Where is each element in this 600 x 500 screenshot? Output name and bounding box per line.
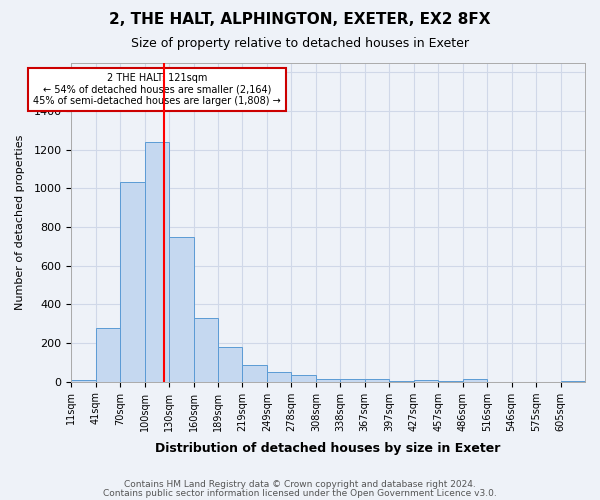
Bar (438, 380, 463, 382)
Bar (267, 372, 292, 382)
Bar (71, 380, 95, 382)
Bar (242, 365, 267, 382)
Text: 2 THE HALT: 121sqm
← 54% of detached houses are smaller (2,164)
45% of semi-deta: 2 THE HALT: 121sqm ← 54% of detached hou… (33, 73, 281, 106)
Bar (316, 379, 340, 382)
Bar (389, 380, 414, 382)
Text: Contains HM Land Registry data © Crown copyright and database right 2024.: Contains HM Land Registry data © Crown c… (124, 480, 476, 489)
Bar (169, 236, 194, 382)
Text: Size of property relative to detached houses in Exeter: Size of property relative to detached ho… (131, 38, 469, 51)
Bar (194, 318, 218, 382)
Bar (218, 347, 242, 382)
Bar (365, 379, 389, 382)
X-axis label: Distribution of detached houses by size in Exeter: Distribution of detached houses by size … (155, 442, 501, 455)
Text: Contains public sector information licensed under the Open Government Licence v3: Contains public sector information licen… (103, 488, 497, 498)
Text: 2, THE HALT, ALPHINGTON, EXETER, EX2 8FX: 2, THE HALT, ALPHINGTON, EXETER, EX2 8FX (109, 12, 491, 28)
Bar (414, 380, 438, 382)
Bar (560, 381, 585, 382)
Bar (120, 182, 145, 382)
Bar (340, 379, 365, 382)
Bar (95, 328, 120, 382)
Y-axis label: Number of detached properties: Number of detached properties (15, 134, 25, 310)
Bar (292, 374, 316, 382)
Bar (145, 142, 169, 382)
Bar (463, 380, 487, 382)
